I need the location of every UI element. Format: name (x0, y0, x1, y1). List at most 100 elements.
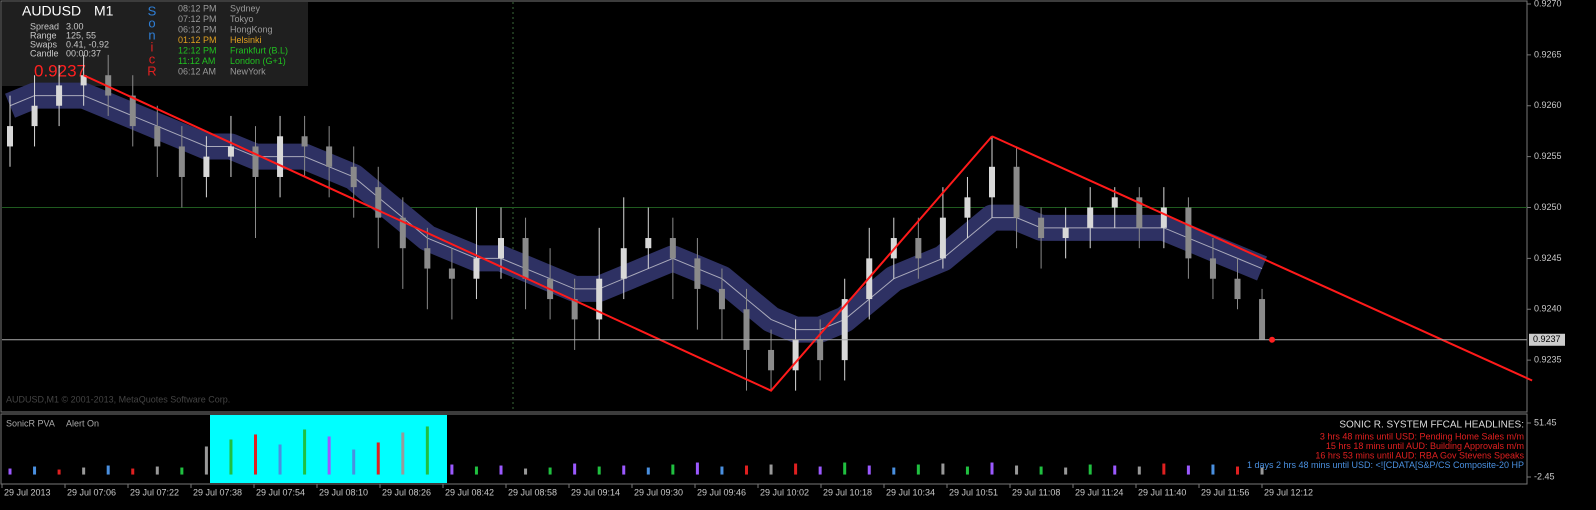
x-tick-label: 29 Jul 08:58 (508, 487, 557, 497)
volume-bar (843, 462, 847, 475)
headline: 15 hrs 18 mins until AUD: Building Appro… (1326, 441, 1524, 451)
candle-body (620, 248, 627, 279)
headline: 3 hrs 48 mins until USD: Pending Home Sa… (1320, 431, 1524, 441)
volume-bar (573, 463, 577, 475)
candle-body (669, 238, 676, 259)
volume-bar (1039, 466, 1043, 475)
candle-body (1062, 227, 1069, 239)
y-tick-label: 0.9235 (1534, 355, 1562, 365)
volume-bar (1088, 464, 1092, 475)
candle-body (1259, 299, 1266, 340)
volume-bar (695, 462, 699, 475)
candle-body (227, 146, 234, 157)
candle-body (375, 187, 382, 218)
timeframe: M1 (94, 3, 114, 19)
candle-body (645, 238, 652, 249)
volume-bar (941, 463, 945, 475)
candle-body (7, 126, 13, 147)
volume-bar (745, 465, 748, 475)
volume-bar (450, 464, 454, 475)
volume-bar (1260, 467, 1264, 475)
volume-bar (892, 467, 896, 475)
candle-body (522, 238, 529, 279)
volume-bar (204, 446, 208, 475)
x-tick-label: 29 Jul 11:24 (1075, 487, 1123, 497)
x-tick-label: 29 Jul 12:12 (1264, 487, 1313, 497)
x-tick-label: 29 Jul 09:46 (697, 487, 746, 497)
logo-letter: S (148, 3, 157, 18)
volume-bar (229, 439, 233, 475)
volume-bar (303, 429, 307, 475)
volume-bar (425, 426, 429, 475)
logo-letter: c (149, 51, 156, 66)
volume-bar (965, 466, 969, 475)
candle-body (129, 95, 136, 127)
volume-bar (352, 449, 356, 475)
candle-body (571, 299, 578, 320)
volume-bar (524, 468, 528, 475)
volume-bar (671, 464, 675, 475)
candle-body (1013, 166, 1020, 218)
watermark: AUDUSD,M1 © 2001-2013, MetaQuotes Softwa… (6, 394, 230, 404)
info-label: Swaps (30, 39, 58, 49)
candle-body (154, 126, 161, 147)
volume-bar (1015, 465, 1019, 475)
candle-body (178, 146, 185, 177)
candle-body (80, 75, 87, 86)
x-tick-label: 29 Jul 11:56 (1201, 487, 1249, 497)
session-time: 06:12 PM (178, 24, 217, 34)
volume-bar (254, 434, 257, 475)
candle-body (424, 248, 431, 269)
x-tick-label: 29 Jul 07:22 (130, 487, 179, 497)
volume-bar (82, 467, 86, 475)
session-name: Sydney (230, 3, 261, 13)
volume-bar (1186, 465, 1190, 475)
y-tick-label: 0.9245 (1534, 253, 1562, 263)
candle-body (498, 238, 504, 259)
x-tick-label: 29 Jul 11:40 (1138, 487, 1186, 497)
candle-body (1111, 197, 1118, 208)
candle-body (939, 217, 946, 259)
price: 0.9237 (34, 61, 86, 80)
volume-bar (990, 462, 994, 475)
candle-body (277, 136, 284, 177)
candle-body (1209, 258, 1216, 279)
x-tick-label: 29 Jul 07:54 (256, 487, 305, 497)
session-name: Tokyo (230, 14, 254, 24)
session-name: NewYork (230, 66, 266, 76)
volume-bar (818, 466, 822, 475)
volume-bar (1064, 467, 1068, 475)
logo-letter: R (147, 63, 156, 78)
volume-bar (376, 442, 380, 475)
x-tick-label: 29 Jul 11:08 (1012, 487, 1060, 497)
y-tick-label: 0.9250 (1534, 202, 1562, 212)
candle-body (915, 238, 922, 259)
volume-bar (1162, 463, 1166, 475)
volume-bar (1137, 466, 1141, 475)
candle-body (743, 309, 750, 350)
info-value: 00:00:37 (66, 48, 101, 58)
x-tick-label: 29 Jul 08:10 (319, 487, 368, 497)
info-label: Candle (30, 48, 59, 58)
info-label: Spread (30, 21, 59, 31)
x-tick-label: 29 Jul 08:42 (445, 487, 494, 497)
main-frame (0, 0, 1528, 413)
symbol: AUDUSD (22, 3, 81, 19)
volume-bar (474, 466, 478, 475)
candle-body (473, 258, 480, 279)
candle-body (1160, 207, 1167, 228)
session-time: 12:12 PM (178, 45, 217, 55)
candle-body (203, 156, 210, 177)
candle-body (56, 85, 63, 106)
candle-body (792, 339, 799, 371)
logo-letter: n (148, 27, 155, 42)
candle-body (768, 349, 775, 371)
y-tick-label: 0.9270 (1534, 0, 1562, 8)
sub-y-tick-label: 51.45 (1534, 417, 1557, 427)
sub-title: SonicR PVA (6, 418, 55, 428)
sub-frame (0, 413, 1528, 485)
volume-bar (1113, 465, 1117, 475)
candle-body (989, 166, 995, 198)
volume-bar (622, 465, 626, 475)
volume-bar (131, 468, 135, 475)
